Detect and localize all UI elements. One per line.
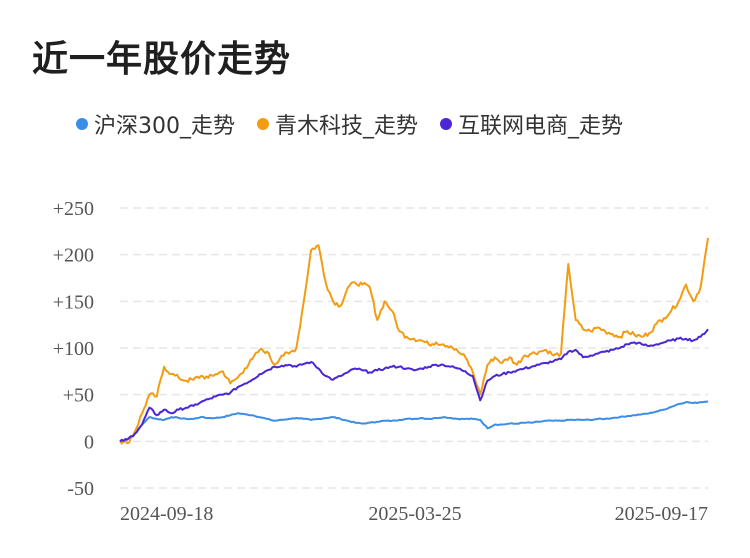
legend-item-hs300[interactable]: 沪深300_走势 — [76, 108, 235, 140]
x-axis-ticks: 2024-09-18 2025-03-25 2025-09-17 — [120, 503, 708, 525]
y-axis-ticks: +250 +200 +150 +100 +50 0 -50 — [53, 198, 94, 500]
legend-label-qingmu: 青木科技_走势 — [275, 114, 419, 139]
y-tick-label: -50 — [67, 478, 94, 500]
series-line-0 — [119, 400, 709, 443]
legend-label-hs300: 沪深300_走势 — [94, 114, 235, 139]
series-lines — [119, 237, 709, 445]
legend-item-ecommerce[interactable]: 互联网电商_走势 — [440, 108, 623, 140]
x-tick-label: 2025-09-17 — [615, 503, 708, 525]
x-tick-label: 2025-03-25 — [368, 503, 461, 525]
legend-dot-qingmu — [257, 118, 269, 130]
y-tick-label: +150 — [53, 291, 94, 313]
y-tick-label: +200 — [53, 245, 94, 267]
chart-title: 近一年股价走势 — [32, 39, 292, 80]
series-line-1 — [119, 237, 709, 445]
legend-item-qingmu[interactable]: 青木科技_走势 — [257, 108, 418, 140]
legend: 沪深300_走势 青木科技_走势 互联网电商_走势 — [76, 108, 645, 140]
y-tick-label: +100 — [53, 338, 94, 360]
y-tick-label: 0 — [84, 431, 94, 453]
legend-dot-hs300 — [76, 118, 88, 130]
y-tick-label: +250 — [53, 198, 94, 220]
y-tick-label: +50 — [63, 385, 94, 407]
legend-label-ecommerce: 互联网电商_走势 — [458, 114, 624, 139]
grid-lines — [120, 207, 708, 489]
x-tick-label: 2024-09-18 — [120, 503, 213, 525]
legend-dot-ecommerce — [440, 118, 453, 130]
series-line-2 — [119, 328, 709, 443]
